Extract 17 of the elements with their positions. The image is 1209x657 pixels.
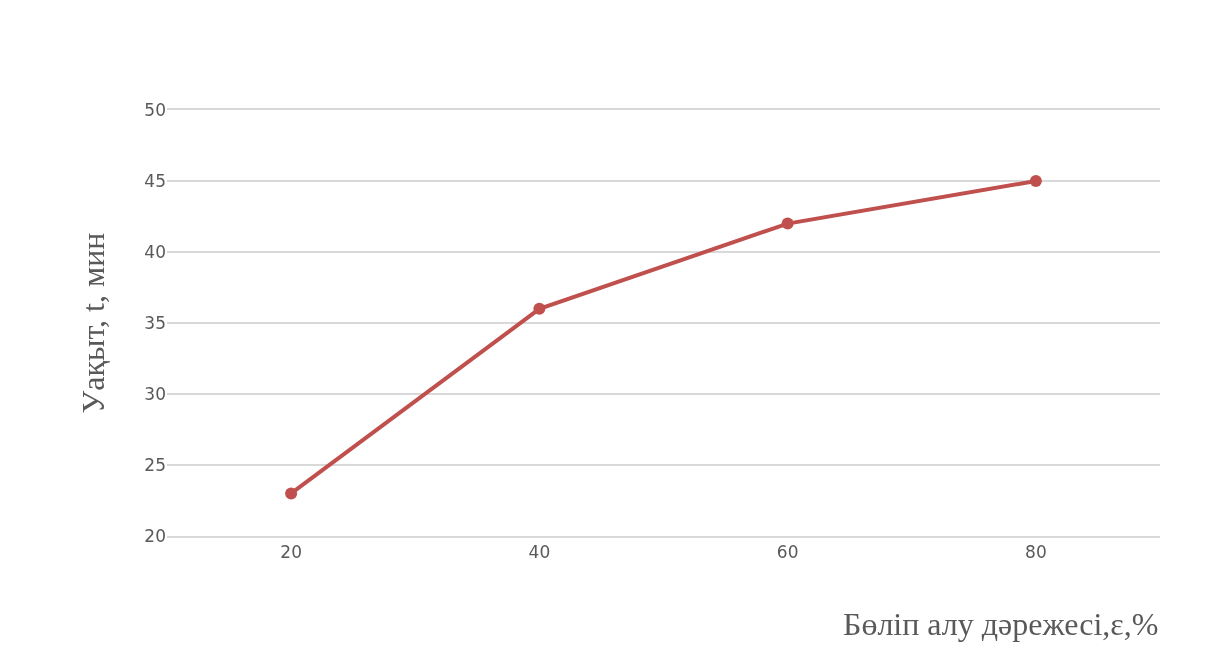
y-tick-label: 20 <box>144 525 166 546</box>
y-tick-label: 40 <box>144 241 166 262</box>
y-tick-label: 45 <box>144 170 166 191</box>
x-tick-label: 40 <box>528 542 551 563</box>
y-tick-label: 30 <box>144 383 166 404</box>
point <box>285 487 298 500</box>
point <box>533 302 546 315</box>
x-tick-label: 60 <box>776 542 799 563</box>
y-tick-label: 35 <box>144 312 166 333</box>
y-tick-label: 50 <box>144 99 166 120</box>
y-axis-title: Уақыт, t, мин <box>74 232 111 414</box>
point <box>781 217 794 230</box>
x-tick-label: 80 <box>1025 542 1047 563</box>
x-tick-label: 20 <box>280 542 302 563</box>
x-axis-title: Бөліп алу дәрежесі,ε,% <box>843 606 1159 642</box>
y-tick-label: 25 <box>144 454 166 475</box>
point <box>1029 175 1042 187</box>
